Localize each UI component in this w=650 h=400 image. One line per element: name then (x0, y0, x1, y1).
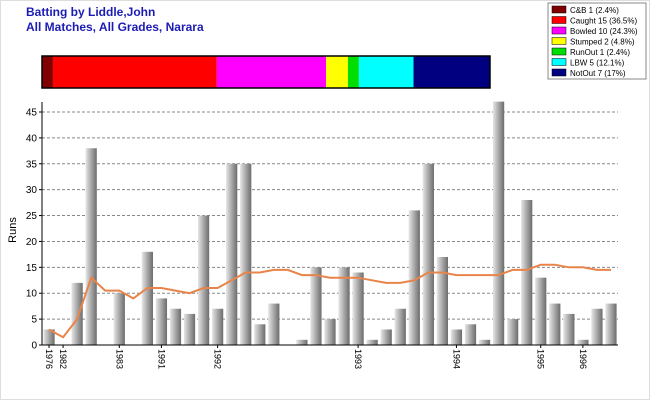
y-axis-label: Runs (7, 217, 19, 243)
x-tick-label: 1982 (58, 349, 68, 369)
dismissal-outline (41, 55, 491, 89)
x-tick-label: 1983 (114, 349, 124, 369)
bar (450, 329, 463, 345)
bar (577, 339, 589, 345)
legend-swatch (551, 58, 567, 66)
bar (141, 251, 153, 345)
bar (310, 267, 322, 345)
bar (197, 215, 210, 345)
x-tick-label: 1994 (451, 349, 461, 369)
x-tick-label: 1996 (578, 349, 588, 369)
legend-label: RunOut 1 (2.4%) (570, 48, 630, 57)
bar (422, 163, 434, 345)
bar (240, 163, 252, 345)
bar (591, 308, 603, 345)
y-tick-label: 20 (26, 237, 38, 248)
y-tick-label: 25 (26, 211, 38, 222)
bar (464, 324, 477, 345)
dismissal-segment (42, 56, 53, 88)
bar (226, 163, 238, 345)
legend-label: NotOut 7 (17%) (570, 69, 626, 78)
bar (535, 277, 547, 345)
dismissal-segment (326, 56, 348, 88)
y-tick-label: 15 (26, 263, 38, 274)
bar (113, 293, 125, 345)
y-tick-label: 30 (26, 185, 38, 196)
y-tick-label: 45 (26, 108, 38, 119)
bar (324, 319, 336, 345)
bar (211, 308, 224, 345)
bar (549, 303, 561, 345)
x-tick-label: 1976 (44, 349, 54, 369)
y-tick-label: 40 (26, 133, 38, 144)
bar (169, 308, 182, 345)
legend-swatch (551, 26, 567, 35)
bar (268, 303, 280, 345)
legend-swatch (551, 68, 567, 77)
bar (71, 282, 83, 345)
bar (43, 329, 55, 345)
bar (408, 210, 420, 345)
bar (155, 298, 168, 345)
dismissal-segment (52, 56, 217, 88)
dismissal-segment (216, 56, 327, 88)
y-tick-label: 0 (31, 341, 37, 352)
legend-label: Bowled 10 (24.3%) (570, 27, 638, 36)
bar (436, 256, 449, 345)
x-tick-label: 1992 (213, 349, 223, 369)
y-tick-label: 35 (26, 159, 38, 170)
dismissal-segment (347, 56, 359, 88)
bar (394, 308, 406, 345)
legend-label: Stumped 2 (4.8%) (570, 38, 635, 47)
x-tick-label: 1991 (156, 349, 166, 369)
chart-title: Batting by Liddle,John (26, 5, 155, 19)
legend-swatch (551, 5, 567, 14)
chart-subtitle: All Matches, All Grades, Narara (26, 20, 204, 34)
dismissal-segment (413, 56, 490, 88)
legend-swatch (551, 37, 567, 45)
bar (507, 319, 519, 345)
y-tick-label: 10 (26, 289, 38, 300)
bar (352, 272, 364, 345)
bar (478, 339, 491, 345)
x-tick-label: 1995 (536, 349, 546, 369)
average-line (48, 263, 611, 339)
bar (380, 329, 392, 345)
bar (183, 313, 196, 345)
bar (254, 324, 266, 345)
dismissal-segment (358, 56, 414, 88)
bar (296, 339, 308, 345)
bar (563, 313, 575, 345)
bar (366, 339, 378, 345)
bar (605, 303, 617, 345)
legend-swatch (551, 16, 567, 24)
bar (338, 267, 350, 345)
legend-swatch (551, 47, 567, 56)
bar (85, 148, 97, 345)
legend-label: C&B 1 (2.4%) (570, 6, 619, 15)
x-tick-label: 1993 (353, 349, 363, 369)
legend-label: Caught 15 (36.5%) (570, 17, 637, 26)
bar (521, 200, 533, 345)
bar (492, 101, 505, 346)
y-tick-label: 5 (31, 315, 37, 326)
legend-label: LBW 5 (12.1%) (570, 59, 625, 68)
